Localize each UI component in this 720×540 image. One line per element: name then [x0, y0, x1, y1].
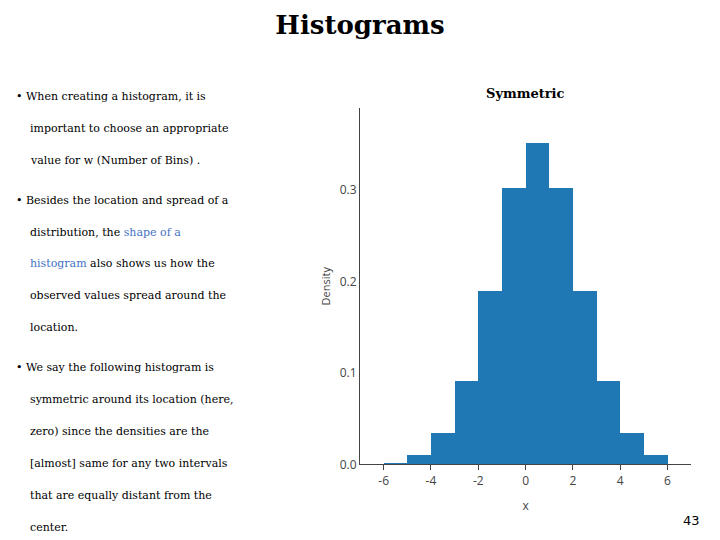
svg-text:[almost] same for any two inte: [almost] same for any two intervals	[30, 457, 228, 470]
svg-text:• Besides the location and spr: • Besides the location and spread of a	[16, 194, 229, 207]
svg-text:6: 6	[664, 472, 671, 489]
svg-text:symmetric around its location: symmetric around its location (here,	[30, 393, 233, 406]
svg-text:-4: -4	[426, 472, 437, 489]
svg-text:-6: -6	[378, 472, 389, 489]
svg-text:2: 2	[569, 472, 576, 489]
svg-text:0.1: 0.1	[340, 364, 357, 381]
svg-text:• When creating a histogram, i: • When creating a histogram, it is	[16, 90, 206, 103]
svg-text:observed values spread around: observed values spread around the	[30, 289, 226, 302]
svg-text:0.0: 0.0	[340, 456, 357, 473]
svg-text:histogram also shows us how th: histogram also shows us how the	[30, 257, 215, 270]
svg-text:distribution, the shape of a: distribution, the shape of a	[30, 226, 181, 239]
svg-text:43: 43	[683, 513, 700, 528]
svg-text:center.: center.	[30, 521, 68, 534]
svg-text:0.2: 0.2	[340, 273, 357, 290]
svg-text:location.: location.	[30, 321, 78, 334]
svg-text:x: x	[522, 497, 529, 514]
svg-text:value for w (Number of Bins) .: value for w (Number of Bins) .	[30, 154, 200, 167]
svg-text:4: 4	[617, 472, 624, 489]
svg-text:0: 0	[522, 472, 529, 489]
svg-text:Density: Density	[318, 267, 333, 306]
svg-text:0.3: 0.3	[340, 181, 357, 198]
svg-text:zero) since the densities are: zero) since the densities are the	[30, 425, 209, 438]
svg-text:Histograms: Histograms	[275, 10, 444, 40]
svg-text:important to choose an appropr: important to choose an appropriate	[30, 122, 229, 135]
svg-text:• We say the following histogr: • We say the following histogram is	[16, 361, 214, 374]
svg-text:Symmetric: Symmetric	[486, 86, 565, 101]
svg-text:-2: -2	[473, 472, 484, 489]
svg-text:that are equally distant from: that are equally distant from the	[30, 489, 212, 502]
